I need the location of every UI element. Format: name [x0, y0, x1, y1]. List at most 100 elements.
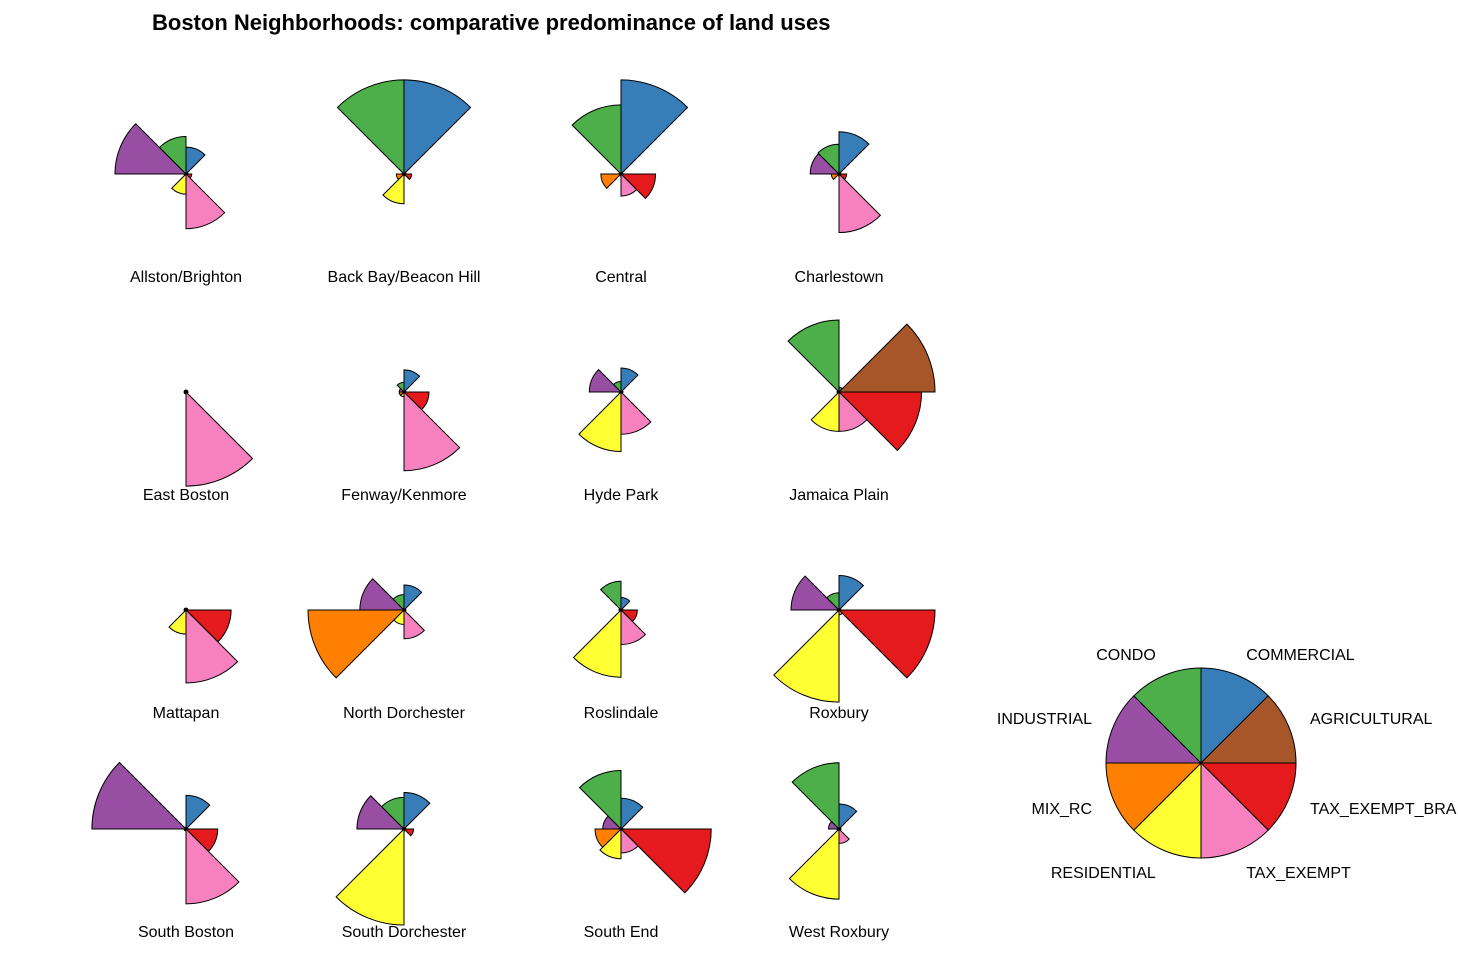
wedge-jamaica-plain-condo [787, 319, 840, 394]
wedge-north-dorchester-tax-exempt [403, 608, 426, 640]
wedge-charlestown-tax-exempt [838, 172, 882, 234]
wedge-hyde-park-tax-exempt [620, 390, 652, 435]
panel-label: Central [595, 269, 647, 286]
wedge-mattapan-condo [183, 607, 187, 612]
wedge-east-boston-tax-exempt [185, 390, 254, 487]
wedge-roslindale-condo [599, 580, 622, 612]
wedge-hyde-park-condo [612, 380, 622, 394]
wedge-central-tax-exempt-bra [619, 173, 657, 200]
wedge-north-dorchester-mix-rc [307, 609, 406, 679]
star-roslindale: Roslindale [572, 580, 658, 722]
wedge-central-condo [571, 104, 622, 176]
wedge-west-roxbury-tax-exempt [838, 827, 850, 844]
panel-label: Roxbury [809, 705, 869, 722]
wedge-south-end-residential [599, 827, 622, 860]
wedge-south-dorchester-tax-exempt-bra [402, 828, 415, 837]
star-allston-brighton: Allston/Brighton [114, 123, 242, 286]
wedge-roslindale-residential [572, 608, 622, 678]
panel-label: South End [584, 924, 659, 941]
wedge-south-end-tax-exempt-bra [619, 828, 712, 894]
wedge-south-dorchester-commercial [403, 792, 431, 831]
star-mattapan: Mattapan [153, 607, 239, 722]
star-south-dorchester: South Dorchester [335, 792, 467, 941]
wedge-fenway-kenmore-commercial [403, 369, 421, 394]
panel-label: Allston/Brighton [130, 269, 242, 286]
wedge-allston-brighton-industrial [114, 123, 188, 175]
star-jamaica-plain: Jamaica Plain [787, 319, 936, 504]
wedge-south-boston-commercial [185, 794, 211, 831]
legend-label-commercial: COMMERCIAL [1246, 647, 1355, 664]
panel-label: West Roxbury [789, 924, 889, 941]
legend-label-tax-exempt-bra: TAX_EXEMPT_BRA [1310, 801, 1457, 818]
wedge-west-roxbury-condo [791, 762, 840, 831]
wedge-roxbury-tax-exempt-bra [837, 609, 936, 679]
wedge-south-boston-tax-exempt [185, 827, 240, 905]
legend-wedge-tax-exempt [1200, 761, 1269, 859]
wedge-south-end-commercial [620, 797, 644, 831]
chart-title: Boston Neighborhoods: comparative predom… [152, 10, 830, 35]
wedge-hyde-park-residential [578, 390, 622, 453]
panel-label: Mattapan [153, 705, 220, 722]
wedge-jamaica-plain-tax-exempt-bra [837, 391, 923, 452]
wedge-back-bay-beacon-hill-condo [336, 79, 405, 176]
wedge-jamaica-plain-agricultural [837, 323, 936, 393]
panel-label: East Boston [143, 487, 229, 504]
wedge-south-end-condo [578, 769, 622, 831]
wedge-allston-brighton-condo [158, 136, 187, 176]
wedge-east-boston-condo [183, 389, 187, 394]
wedge-fenway-kenmore-tax-exempt [403, 390, 461, 472]
legend-label-agricultural: AGRICULTURAL [1310, 711, 1432, 728]
wedge-fenway-kenmore-condo [396, 381, 405, 394]
legend-key: COMMERCIAL AGRICULTURAL TAX_EXEMPT_BRA TAX_… [997, 647, 1457, 882]
wedge-allston-brighton-commercial [185, 146, 206, 176]
wedge-charlestown-commercial [838, 131, 870, 176]
panel-label: Jamaica Plain [789, 487, 889, 504]
star-hyde-park: Hyde Park [578, 367, 660, 504]
panel-label: Charlestown [795, 269, 884, 286]
panel-label: South Boston [138, 924, 234, 941]
wedge-back-bay-beacon-hill-residential [382, 172, 405, 205]
legend-wedge-agricultural [1199, 695, 1297, 764]
neighborhood-panels: Allston/Brighton Back Bay/Beacon Hill Cent… [91, 79, 936, 941]
wedge-roxbury-residential [773, 608, 840, 703]
wedge-south-dorchester-condo [380, 796, 405, 831]
legend-wedge-commercial [1200, 667, 1269, 765]
wedge-back-bay-beacon-hill-mix-rc [395, 173, 406, 181]
panel-label: North Dorchester [343, 705, 465, 722]
wedge-south-dorchester-residential [335, 827, 405, 926]
wedge-hyde-park-industrial [588, 368, 623, 393]
star-north-dorchester: North Dorchester [307, 578, 466, 722]
star-west-roxbury: West Roxbury [788, 762, 889, 941]
wedge-roxbury-condo [826, 592, 840, 612]
wedge-roxbury-commercial [838, 574, 865, 612]
wedge-jamaica-plain-residential [810, 390, 840, 432]
star-east-boston: East Boston [143, 389, 254, 504]
wedge-central-commercial [620, 79, 689, 176]
wedge-south-end-mix-rc [594, 828, 623, 849]
legend-label-condo: CONDO [1096, 647, 1156, 664]
wedge-south-boston-condo [183, 826, 187, 831]
star-south-boston: South Boston [91, 761, 240, 941]
star-central: Central [571, 79, 689, 286]
legend-wedge-condo [1133, 667, 1202, 765]
star-south-end: South End [578, 769, 712, 941]
legend-label-residential: RESIDENTIAL [1051, 865, 1156, 882]
legend-wedge-tax-exempt-bra [1199, 762, 1297, 831]
wedge-north-dorchester-industrial [359, 578, 406, 611]
star-fenway-kenmore: Fenway/Kenmore [341, 369, 467, 504]
legend-wedge-residential [1133, 761, 1202, 859]
wedge-mattapan-residential [168, 608, 187, 635]
wedge-allston-brighton-residential [171, 172, 187, 195]
panel-label: Fenway/Kenmore [341, 487, 466, 504]
wedge-roxbury-industrial [790, 575, 841, 611]
panel-label: Hyde Park [584, 487, 660, 504]
legend-label-industrial: INDUSTRIAL [997, 711, 1092, 728]
wedge-mattapan-tax-exempt [185, 608, 239, 684]
wedge-central-tax-exempt [620, 172, 638, 197]
panel-label: Back Bay/Beacon Hill [328, 269, 481, 286]
wedge-central-mix-rc [600, 173, 623, 189]
star-roxbury: Roxbury [773, 574, 936, 722]
wedge-west-roxbury-commercial [838, 803, 858, 831]
legend-wedge-mix-rc [1105, 762, 1203, 831]
